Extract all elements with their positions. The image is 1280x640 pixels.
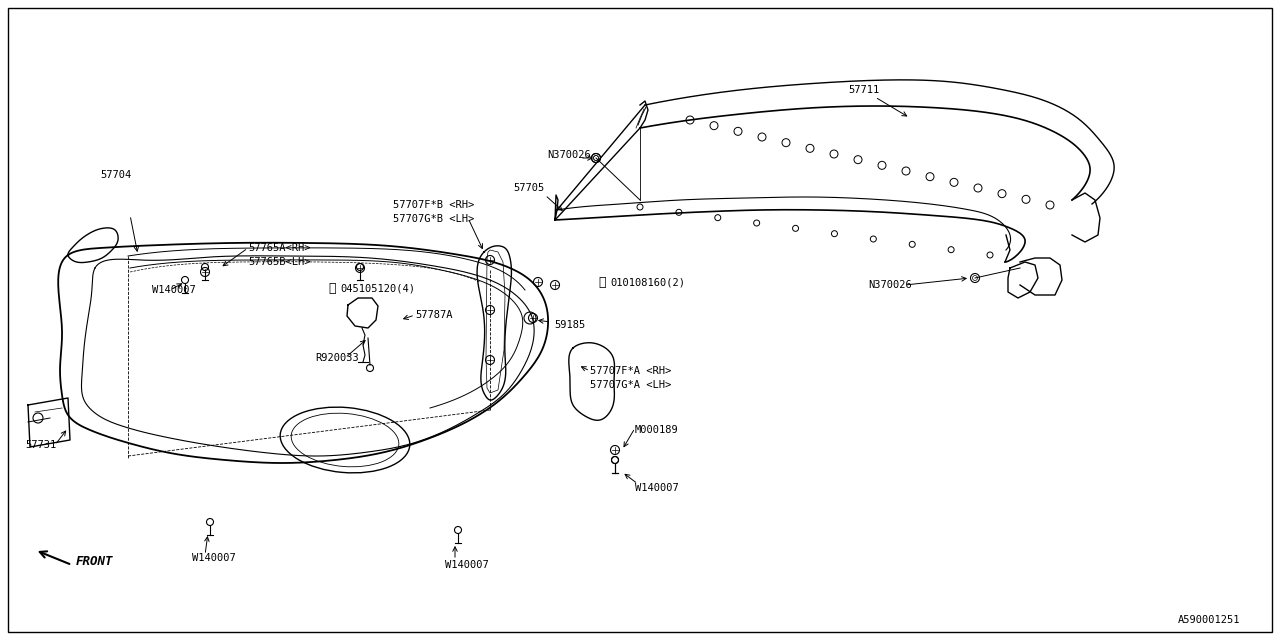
Text: Ⓑ: Ⓑ [598,275,605,289]
Text: W140007: W140007 [635,483,678,493]
Text: 57765B<LH>: 57765B<LH> [248,257,311,267]
Text: 57707F*B <RH>: 57707F*B <RH> [393,200,475,210]
Text: N370026: N370026 [547,150,591,160]
Text: 57707G*A <LH>: 57707G*A <LH> [590,380,671,390]
Text: Ⓢ: Ⓢ [328,282,335,294]
Text: R920033: R920033 [315,353,358,363]
Text: 010108160(2): 010108160(2) [611,277,685,287]
Text: 57711: 57711 [849,85,879,95]
Text: A590001251: A590001251 [1178,615,1240,625]
Text: 045105120(4): 045105120(4) [340,283,415,293]
Text: N370026: N370026 [868,280,911,290]
Text: 57787A: 57787A [415,310,453,320]
Text: FRONT: FRONT [76,555,114,568]
Text: M000189: M000189 [635,425,678,435]
Text: 57765A<RH>: 57765A<RH> [248,243,311,253]
Text: W140007: W140007 [192,553,236,563]
Text: W140007: W140007 [152,285,196,295]
Text: 57707G*B <LH>: 57707G*B <LH> [393,214,475,224]
Text: 57705: 57705 [513,183,544,193]
Text: W140007: W140007 [445,560,489,570]
Text: 57704: 57704 [100,170,132,180]
Text: 57731: 57731 [26,440,56,450]
Text: 57707F*A <RH>: 57707F*A <RH> [590,366,671,376]
Text: 59185: 59185 [554,320,585,330]
